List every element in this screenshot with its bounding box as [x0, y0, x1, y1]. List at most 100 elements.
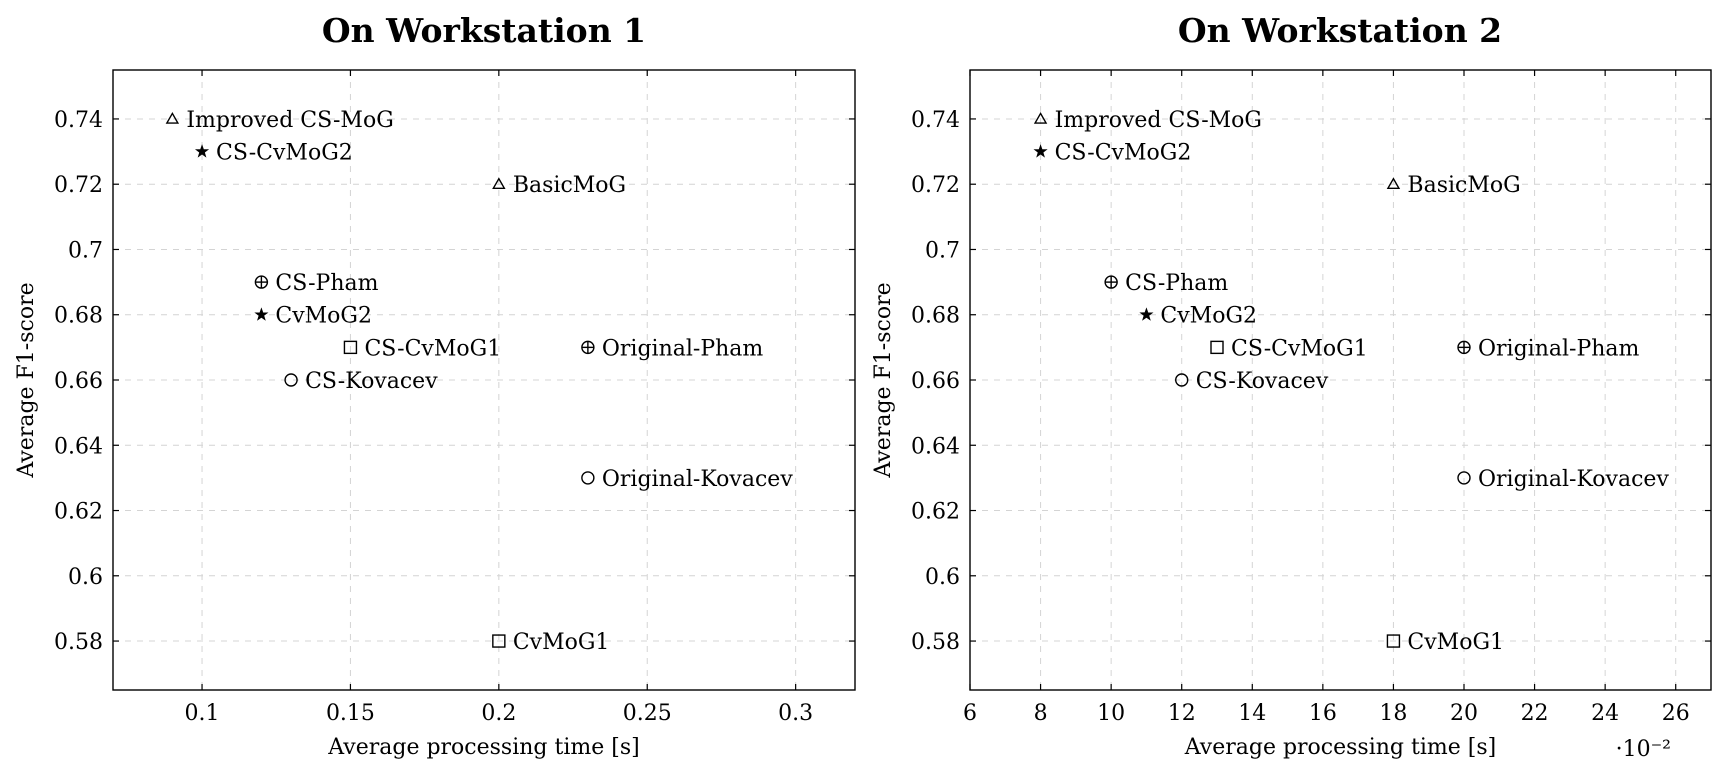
- y-tick-label: 0.74: [911, 108, 960, 133]
- triangle-marker: [1386, 177, 1401, 190]
- chart-title: On Workstation 2: [1178, 11, 1502, 50]
- star-marker: [1139, 307, 1154, 321]
- y-tick-label: 0.64: [911, 434, 960, 459]
- point-label: CvMoG2: [275, 304, 372, 329]
- point-label: CS-CvMoG1: [364, 336, 501, 361]
- point-cs-kovacev: CS-Kovacev: [1175, 369, 1329, 394]
- oplus-marker: [254, 275, 269, 289]
- x-tick-label: 6: [963, 701, 977, 726]
- plot-frame: [969, 69, 1712, 691]
- point-label: CS-Pham: [275, 271, 378, 296]
- point-label: CS-Kovacev: [1196, 369, 1329, 394]
- x-tick-label: 12: [1168, 701, 1196, 726]
- y-tick-label: 0.66: [911, 369, 960, 394]
- point-label: BasicMoG: [1407, 173, 1520, 198]
- point-cs-pham: CS-Pham: [1104, 271, 1228, 296]
- x-tick-label: 0.15: [326, 701, 375, 726]
- y-tick-label: 0.6: [68, 565, 103, 590]
- point-label: CS-CvMoG2: [1055, 141, 1192, 166]
- y-tick-label: 0.62: [54, 500, 103, 525]
- square-marker: [492, 634, 506, 648]
- star-marker: [1033, 144, 1048, 158]
- point-label: Improved CS-MoG: [1055, 108, 1262, 133]
- point-label: Improved CS-MoG: [186, 108, 393, 133]
- point-label: CS-CvMoG2: [216, 141, 353, 166]
- triangle-marker: [165, 112, 180, 124]
- point-basicmog: BasicMoG: [492, 173, 626, 198]
- point-improved-cs-mog: Improved CS-MoG: [1033, 108, 1262, 133]
- y-tick-label: 0.7: [925, 238, 960, 263]
- chart-workstation-2: On Workstation 2 6 8 10 12 14 16 18 20 22 24 26 0.58…: [871, 11, 1712, 762]
- square-marker: [343, 340, 358, 355]
- point-cs-cvmog2: CS-CvMoG2: [194, 141, 353, 166]
- y-tick-label: 0.72: [54, 173, 103, 198]
- point-cs-cvmog1: CS-CvMoG1: [343, 336, 501, 361]
- point-original-pham: Original-Pham: [1457, 336, 1640, 361]
- y-tick-label: 0.64: [54, 434, 103, 459]
- oplus-marker: [581, 340, 595, 355]
- x-tick-label: 0.1: [185, 701, 220, 726]
- plot-frame: [112, 69, 856, 691]
- point-label: Original-Pham: [1478, 336, 1640, 361]
- oplus-marker: [1104, 275, 1118, 289]
- x-tick-label: 8: [1034, 701, 1048, 726]
- point-label: CS-Kovacev: [305, 369, 438, 394]
- point-basicmog: BasicMoG: [1386, 173, 1521, 198]
- circle-marker: [284, 373, 298, 387]
- y-tick-label: 0.6: [925, 565, 960, 590]
- y-tick-label: 0.66: [54, 369, 103, 394]
- y-axis-label: Average F1-score: [871, 282, 896, 478]
- x-tick-label: 24: [1591, 701, 1619, 726]
- square-marker: [1210, 340, 1224, 355]
- point-label: CS-CvMoG1: [1231, 336, 1368, 361]
- point-label: CS-Pham: [1125, 271, 1228, 296]
- point-cs-kovacev: CS-Kovacev: [284, 369, 438, 394]
- y-tick-label: 0.7: [68, 238, 103, 263]
- x-tick-label: 18: [1379, 701, 1407, 726]
- point-cvmog1: CvMoG1: [492, 630, 610, 655]
- point-label: Original-Pham: [602, 336, 764, 361]
- point-original-pham: Original-Pham: [581, 336, 764, 361]
- x-tick-label: 10: [1097, 701, 1125, 726]
- point-cvmog1: CvMoG1: [1386, 630, 1504, 655]
- x-tick-label: 0.2: [481, 701, 516, 726]
- y-tick-label: 0.58: [911, 630, 960, 655]
- x-tick-label: 0.25: [623, 701, 672, 726]
- y-tick-label: 0.62: [911, 500, 960, 525]
- y-axis-label: Average F1-score: [14, 282, 39, 478]
- x-tick-label: 20: [1450, 701, 1478, 726]
- point-label: CvMoG1: [1407, 630, 1504, 655]
- y-tick-label: 0.68: [911, 304, 960, 329]
- point-cs-pham: CS-Pham: [254, 271, 379, 296]
- star-marker: [254, 307, 269, 321]
- point-cs-cvmog1: CS-CvMoG1: [1210, 336, 1368, 361]
- triangle-marker: [1033, 112, 1048, 124]
- y-tick-label: 0.74: [54, 108, 103, 133]
- point-original-kovacev: Original-Kovacev: [1457, 467, 1669, 492]
- x-axis-multiplier: ·10⁻²: [1616, 737, 1671, 762]
- point-improved-cs-mog: Improved CS-MoG: [165, 108, 394, 133]
- y-tick-label: 0.72: [911, 173, 960, 198]
- x-tick-label: 16: [1309, 701, 1337, 726]
- x-tick-label: 14: [1238, 701, 1266, 726]
- point-cvmog2: CvMoG2: [1139, 304, 1257, 329]
- x-axis-label: Average processing time [s]: [327, 735, 639, 760]
- circle-marker: [581, 471, 595, 485]
- point-cs-cvmog2: CS-CvMoG2: [1033, 141, 1192, 166]
- chart-workstation-1: On Workstation 1 0.1 0.15 0.2 0.25 0.3 0.58 0.6…: [14, 11, 856, 760]
- square-marker: [1386, 634, 1401, 648]
- point-label: BasicMoG: [513, 173, 626, 198]
- point-label: Original-Kovacev: [602, 467, 793, 492]
- point-label: Original-Kovacev: [1478, 467, 1669, 492]
- x-tick-label: 22: [1521, 701, 1549, 726]
- star-marker: [194, 144, 210, 158]
- point-cvmog2: CvMoG2: [254, 304, 372, 329]
- y-tick-label: 0.58: [54, 630, 103, 655]
- oplus-marker: [1457, 340, 1471, 355]
- point-label: CvMoG1: [513, 630, 610, 655]
- circle-marker: [1457, 471, 1471, 485]
- x-tick-label: 26: [1662, 701, 1690, 726]
- chart-title: On Workstation 1: [322, 11, 646, 50]
- y-tick-label: 0.68: [54, 304, 103, 329]
